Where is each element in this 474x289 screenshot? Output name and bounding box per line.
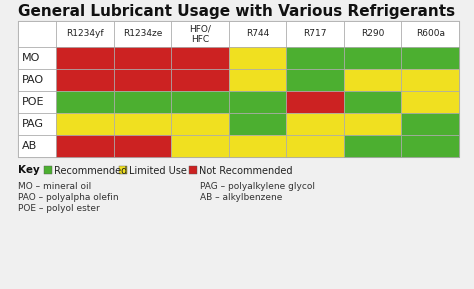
FancyBboxPatch shape — [229, 113, 286, 135]
FancyBboxPatch shape — [171, 21, 229, 47]
Text: HFO/
HFC: HFO/ HFC — [189, 24, 211, 44]
Text: AB: AB — [22, 141, 37, 151]
Text: R717: R717 — [303, 29, 327, 38]
Text: AB – alkylbenzene: AB – alkylbenzene — [200, 193, 283, 202]
FancyBboxPatch shape — [56, 113, 114, 135]
FancyBboxPatch shape — [189, 166, 197, 174]
FancyBboxPatch shape — [401, 113, 459, 135]
FancyBboxPatch shape — [286, 69, 344, 91]
FancyBboxPatch shape — [171, 91, 229, 113]
FancyBboxPatch shape — [286, 21, 344, 47]
Text: POE: POE — [22, 97, 45, 107]
FancyBboxPatch shape — [229, 135, 286, 157]
Text: Recommended: Recommended — [54, 166, 127, 176]
Text: R290: R290 — [361, 29, 384, 38]
FancyBboxPatch shape — [18, 91, 56, 113]
Text: General Lubricant Usage with Various Refrigerants: General Lubricant Usage with Various Ref… — [18, 4, 456, 19]
FancyBboxPatch shape — [286, 91, 344, 113]
FancyBboxPatch shape — [114, 135, 171, 157]
FancyBboxPatch shape — [344, 21, 401, 47]
FancyBboxPatch shape — [229, 69, 286, 91]
FancyBboxPatch shape — [344, 47, 401, 69]
FancyBboxPatch shape — [18, 21, 459, 157]
Text: PAO – polyalpha olefin: PAO – polyalpha olefin — [18, 193, 118, 202]
Text: Limited Use: Limited Use — [129, 166, 187, 176]
FancyBboxPatch shape — [401, 135, 459, 157]
FancyBboxPatch shape — [171, 113, 229, 135]
FancyBboxPatch shape — [114, 113, 171, 135]
FancyBboxPatch shape — [401, 21, 459, 47]
Text: MO – mineral oil: MO – mineral oil — [18, 182, 91, 191]
FancyBboxPatch shape — [18, 135, 56, 157]
Text: PAG – polyalkylene glycol: PAG – polyalkylene glycol — [200, 182, 315, 191]
FancyBboxPatch shape — [56, 21, 114, 47]
FancyBboxPatch shape — [56, 69, 114, 91]
FancyBboxPatch shape — [18, 113, 56, 135]
FancyBboxPatch shape — [56, 135, 114, 157]
FancyBboxPatch shape — [119, 166, 127, 174]
FancyBboxPatch shape — [56, 91, 114, 113]
Text: R1234yf: R1234yf — [66, 29, 104, 38]
FancyBboxPatch shape — [344, 135, 401, 157]
FancyBboxPatch shape — [18, 69, 56, 91]
FancyBboxPatch shape — [286, 135, 344, 157]
FancyBboxPatch shape — [401, 69, 459, 91]
Text: MO: MO — [22, 53, 40, 63]
FancyBboxPatch shape — [344, 91, 401, 113]
FancyBboxPatch shape — [171, 135, 229, 157]
Text: POE – polyol ester: POE – polyol ester — [18, 204, 100, 213]
FancyBboxPatch shape — [114, 47, 171, 69]
Text: Key: Key — [18, 165, 40, 175]
Text: R744: R744 — [246, 29, 269, 38]
FancyBboxPatch shape — [18, 21, 56, 47]
FancyBboxPatch shape — [229, 21, 286, 47]
FancyBboxPatch shape — [229, 91, 286, 113]
Text: R600a: R600a — [416, 29, 445, 38]
FancyBboxPatch shape — [114, 69, 171, 91]
FancyBboxPatch shape — [286, 47, 344, 69]
FancyBboxPatch shape — [18, 47, 56, 69]
FancyBboxPatch shape — [171, 47, 229, 69]
Text: PAG: PAG — [22, 119, 44, 129]
Text: R1234ze: R1234ze — [123, 29, 162, 38]
Text: Not Recommended: Not Recommended — [199, 166, 292, 176]
FancyBboxPatch shape — [44, 166, 52, 174]
Text: PAO: PAO — [22, 75, 44, 85]
FancyBboxPatch shape — [114, 21, 171, 47]
FancyBboxPatch shape — [344, 69, 401, 91]
FancyBboxPatch shape — [229, 47, 286, 69]
FancyBboxPatch shape — [344, 113, 401, 135]
FancyBboxPatch shape — [401, 47, 459, 69]
FancyBboxPatch shape — [401, 91, 459, 113]
FancyBboxPatch shape — [171, 69, 229, 91]
FancyBboxPatch shape — [286, 113, 344, 135]
FancyBboxPatch shape — [114, 91, 171, 113]
FancyBboxPatch shape — [56, 47, 114, 69]
